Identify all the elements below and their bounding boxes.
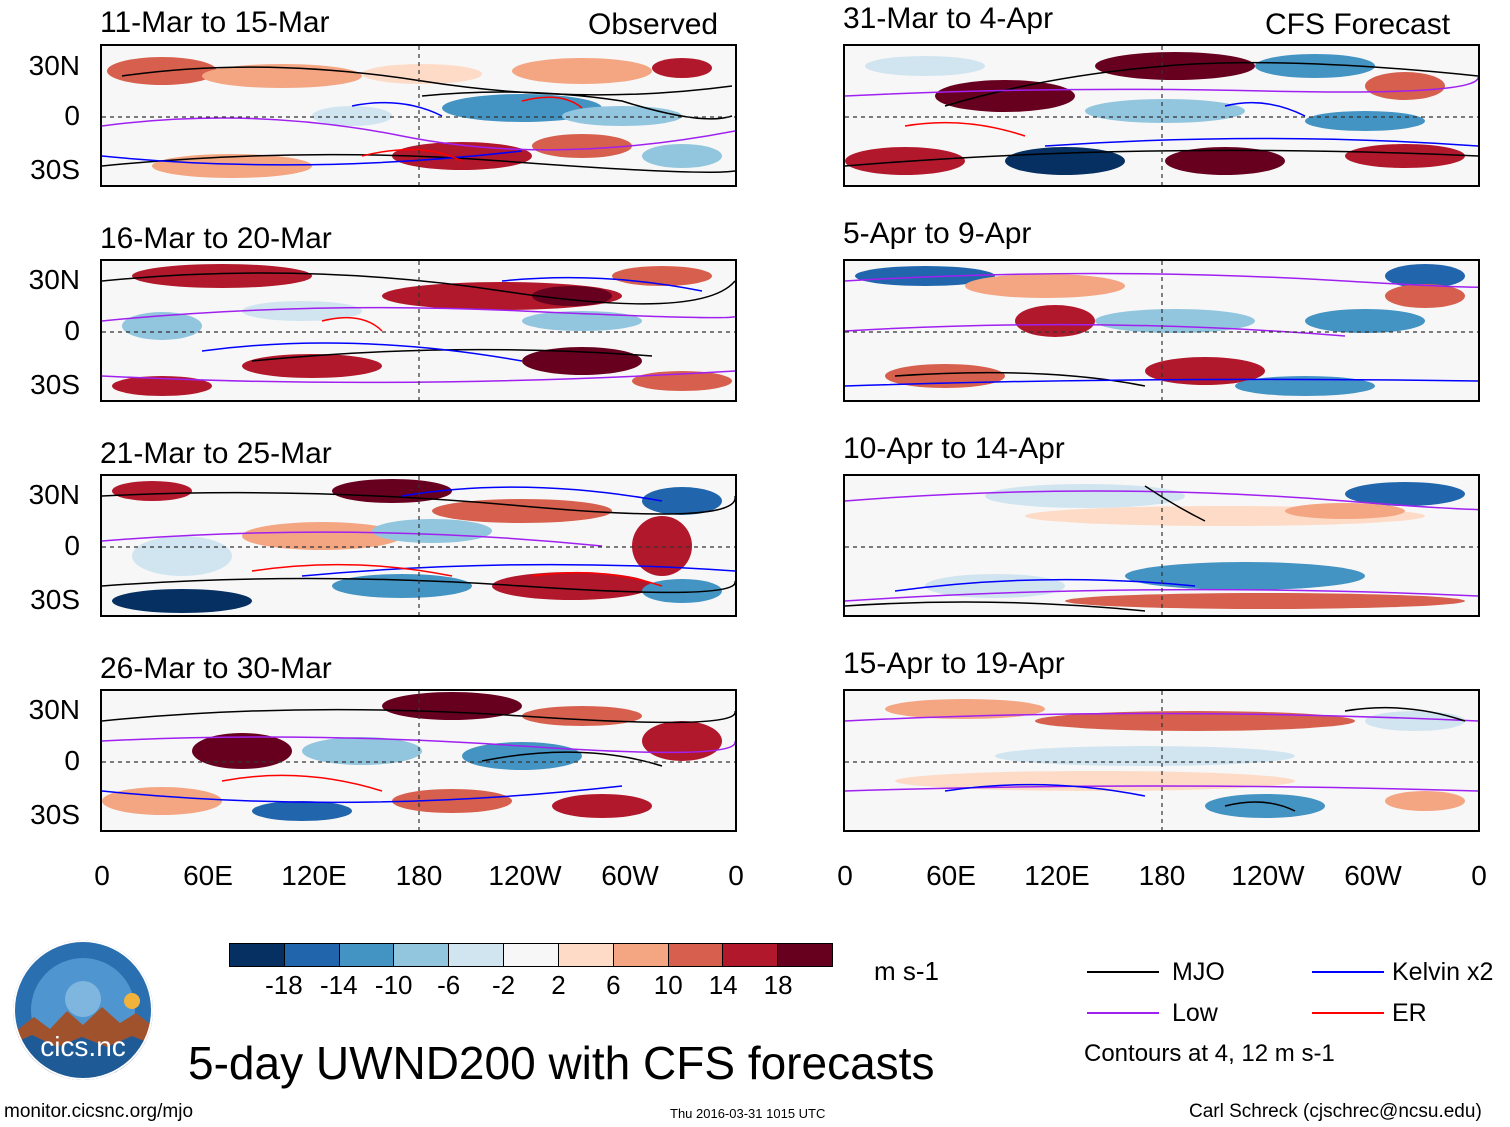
cics-logo: cics.nc xyxy=(12,939,154,1081)
colorbar-segment xyxy=(230,944,284,966)
colorbar-tick-label: -2 xyxy=(491,970,516,1000)
colorbar-tick-label: -10 xyxy=(374,970,413,1000)
lon-label-0-end: 0 xyxy=(1471,860,1487,891)
map-panel-7 xyxy=(843,474,1480,617)
colorbar-segment xyxy=(338,944,394,966)
lon-label-180: 180 xyxy=(395,860,443,891)
colorbar-segment xyxy=(557,944,613,966)
page-title: 5-day UWND200 with CFS forecasts xyxy=(188,1037,935,1089)
panel-title-5: 31-Mar to 4-Apr xyxy=(843,2,1054,35)
panel-title-7: 10-Apr to 14-Apr xyxy=(843,432,1065,465)
observed-label: Observed xyxy=(588,8,719,41)
map-panel-3 xyxy=(100,474,737,617)
footer-credit: Carl Schreck (cjschrec@ncsu.edu) xyxy=(1189,1101,1482,1122)
footer-timestamp: Thu 2016-03-31 1015 UTC xyxy=(670,1106,826,1121)
colorbar-tick-label: 10 xyxy=(653,970,683,1000)
lat-label-eq: 0 xyxy=(64,315,80,346)
lon-label-0: 0 xyxy=(94,860,110,891)
map-panel-2 xyxy=(100,259,737,402)
panel-title-4: 26-Mar to 30-Mar xyxy=(100,652,332,685)
panel-title-8: 15-Apr to 19-Apr xyxy=(843,647,1065,680)
lat-label-30s: 30S xyxy=(30,369,80,400)
lat-label-eq: 0 xyxy=(64,530,80,561)
colorbar-segment xyxy=(503,944,558,966)
colorbar-segment xyxy=(722,944,778,966)
legend-swatch-kelvin xyxy=(1312,971,1384,973)
colorbar-segment xyxy=(283,944,339,966)
lat-label-30n: 30N xyxy=(28,264,80,295)
lat-label-30n: 30N xyxy=(28,694,80,725)
panel-title-2: 16-Mar to 20-Mar xyxy=(100,222,332,255)
map-panel-6 xyxy=(843,259,1480,402)
lon-label-120w: 120W xyxy=(488,860,562,891)
legend-label-kelvin: Kelvin x2 xyxy=(1392,958,1494,986)
lon-label-0-end: 0 xyxy=(728,860,744,891)
lat-label-30n: 30N xyxy=(28,479,80,510)
lat-label-30n: 30N xyxy=(28,50,80,81)
panel-title-6: 5-Apr to 9-Apr xyxy=(843,217,1032,250)
map-panel-5 xyxy=(843,44,1480,187)
colorbar-segment xyxy=(448,944,504,966)
lat-label-30s: 30S xyxy=(30,154,80,185)
colorbar-segment xyxy=(667,944,723,966)
lat-label-30s: 30S xyxy=(30,799,80,830)
forecast-label: CFS Forecast xyxy=(1265,8,1451,41)
cics-logo-graphic xyxy=(13,940,153,1080)
lat-label-30s: 30S xyxy=(30,584,80,615)
contour-note: Contours at 4, 12 m s-1 xyxy=(1084,1040,1335,1067)
colorbar-tick-label: 18 xyxy=(763,970,793,1000)
colorbar-segment xyxy=(777,944,832,966)
lon-label-120e: 120E xyxy=(281,860,347,891)
legend-swatch-mjo xyxy=(1087,971,1159,973)
logo-wordmark: cics.nc xyxy=(40,1031,126,1062)
lon-label-60w: 60W xyxy=(1344,860,1402,891)
legend-label-low: Low xyxy=(1172,999,1218,1027)
lon-label-180: 180 xyxy=(1138,860,1186,891)
colorbar-tick-label: -14 xyxy=(320,970,358,1000)
colorbar-tick-label: -6 xyxy=(437,970,461,1000)
map-panel-1 xyxy=(100,44,737,187)
lon-label-120w: 120W xyxy=(1231,860,1305,891)
lon-label-60e: 60E xyxy=(926,860,976,891)
colorbar-tick-label: 6 xyxy=(606,970,621,1000)
colorbar xyxy=(229,943,833,967)
lon-label-0: 0 xyxy=(837,860,853,891)
lat-label-eq: 0 xyxy=(64,745,80,776)
colorbar-segment xyxy=(612,944,668,966)
legend-label-mjo: MJO xyxy=(1172,958,1225,986)
colorbar-tick-label: 14 xyxy=(708,970,738,1000)
lon-label-60e: 60E xyxy=(183,860,233,891)
colorbar-segment xyxy=(393,944,449,966)
colorbar-tick-label: -18 xyxy=(265,970,303,1000)
colorbar-units: m s-1 xyxy=(874,956,939,986)
map-panel-4 xyxy=(100,689,737,832)
panel-title-1: 11-Mar to 15-Mar xyxy=(100,6,330,39)
colorbar-tick-label: 2 xyxy=(551,970,566,1000)
legend-label-er: ER xyxy=(1392,999,1427,1027)
lat-label-eq: 0 xyxy=(64,100,80,131)
map-panel-8 xyxy=(843,689,1480,832)
footer-url[interactable]: monitor.cicsnc.org/mjo xyxy=(4,1101,194,1122)
panel-title-3: 21-Mar to 25-Mar xyxy=(100,437,332,470)
legend-swatch-low xyxy=(1087,1012,1159,1014)
lon-label-120e: 120E xyxy=(1024,860,1090,891)
legend-swatch-er xyxy=(1312,1012,1384,1014)
lon-label-60w: 60W xyxy=(601,860,659,891)
